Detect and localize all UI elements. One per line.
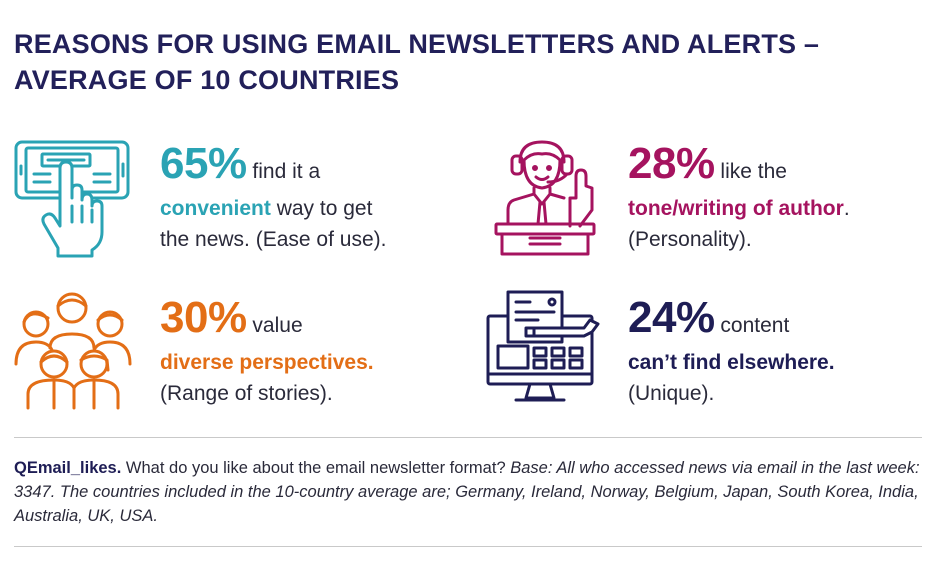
stat-convenience: 65% find it a convenient way to get the … xyxy=(160,142,387,255)
people-group-icon xyxy=(14,292,132,410)
stat-perspectives-text: value xyxy=(252,314,303,337)
keyword-cant-find-elsewhere: can’t find elsewhere. xyxy=(628,351,835,374)
stat-author-line-3: (Personality). xyxy=(628,228,752,251)
percent-perspectives: 30% xyxy=(160,293,247,342)
stat-author-text-2: . xyxy=(843,197,850,220)
keyword-convenient: convenient xyxy=(160,197,271,220)
title-line-1: REASONS FOR USING EMAIL NEWSLETTERS AND … xyxy=(14,29,820,59)
stat-content-text: content xyxy=(720,314,790,337)
stat-content-line-3: (Unique). xyxy=(628,382,715,405)
page-title: REASONS FOR USING EMAIL NEWSLETTERS AND … xyxy=(14,26,914,98)
keyword-diverse-perspectives: diverse perspectives. xyxy=(160,351,374,374)
title-line-2: AVERAGE OF 10 COUNTRIES xyxy=(14,65,400,95)
divider-top xyxy=(14,437,922,438)
stat-convenience-text: find it a xyxy=(252,160,321,183)
footnote-question: What do you like about the email newslet… xyxy=(125,459,506,477)
stat-perspectives-line-3: (Range of stories). xyxy=(160,382,333,405)
percent-convenience: 65% xyxy=(160,139,247,188)
percent-content: 24% xyxy=(628,293,715,342)
tablet-touch-icon xyxy=(14,140,130,258)
computer-writing-icon xyxy=(486,290,600,402)
footnote-base: Base: All who accessed news via email in… xyxy=(14,459,920,525)
stat-perspectives: 30% value diverse perspectives. (Range o… xyxy=(160,296,374,409)
speaker-at-podium-icon xyxy=(494,140,596,256)
stat-content: 24% content can’t find elsewhere. (Uniqu… xyxy=(628,296,835,409)
stat-author: 28% like the tone/writing of author. (Pe… xyxy=(628,142,850,255)
footnote: QEmail_likes. What do you like about the… xyxy=(14,456,926,528)
divider-bottom xyxy=(14,546,922,547)
percent-author: 28% xyxy=(628,139,715,188)
footnote-label: QEmail_likes. xyxy=(14,459,122,477)
stat-author-text: like the xyxy=(720,160,787,183)
stat-convenience-text-2: way to get xyxy=(276,197,373,220)
stat-convenience-line-3: the news. (Ease of use). xyxy=(160,228,387,251)
keyword-tone-writing: tone/writing of author xyxy=(628,197,844,220)
